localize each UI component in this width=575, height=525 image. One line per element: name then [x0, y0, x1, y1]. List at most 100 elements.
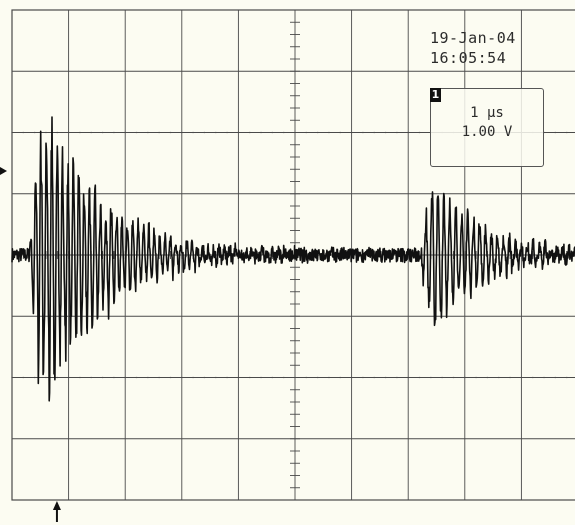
time-per-div-label: 1 µs	[470, 105, 504, 121]
grid-dot	[68, 131, 70, 134]
channel-readout-box: 1 1 µs 1.00 V	[430, 88, 544, 167]
grid-dot	[418, 131, 421, 134]
grid-dot	[169, 376, 172, 379]
grid-dot	[226, 376, 228, 379]
grid-dot	[362, 131, 364, 134]
grid-dot	[339, 131, 341, 134]
waveform-trace-group	[11, 116, 575, 402]
grid-dot	[418, 376, 421, 379]
grid-dot	[101, 376, 104, 379]
grid-dot	[215, 131, 217, 134]
grid-dot	[45, 131, 47, 134]
grid-dot	[203, 376, 206, 379]
channel-badge: 1	[430, 88, 441, 102]
grid-dot	[554, 131, 556, 134]
grid-dot	[441, 376, 443, 379]
grid-dot	[430, 376, 432, 379]
grid-dot	[305, 376, 307, 379]
grid-dot	[79, 131, 81, 134]
grid-dot	[283, 131, 285, 134]
grid-dot	[452, 376, 455, 379]
grid-dot	[135, 131, 138, 134]
grid-dot	[68, 376, 70, 379]
grid-dot	[260, 131, 262, 134]
grid-dot	[384, 131, 387, 134]
grid-dot	[158, 131, 160, 134]
grid-dot	[192, 376, 194, 379]
grid-dot	[124, 376, 126, 379]
grid-dot	[249, 376, 251, 379]
grid-dot	[101, 131, 104, 134]
ground-level-arrow-icon	[0, 167, 7, 175]
grid-dot	[509, 376, 511, 379]
grid-dot	[317, 376, 319, 379]
grid-dot	[22, 376, 24, 379]
grid-dot	[181, 131, 183, 134]
grid-dot	[384, 376, 387, 379]
grid-dot	[543, 376, 545, 379]
grid-dot	[79, 376, 81, 379]
volts-per-div-label: 1.00 V	[461, 124, 513, 140]
grid-dot	[396, 131, 398, 134]
grid-dot	[11, 376, 13, 379]
grid-dot	[498, 376, 500, 379]
trigger-position-arrow-icon	[52, 501, 61, 510]
grid-dot	[34, 131, 36, 134]
grid-dot	[90, 376, 92, 379]
grid-dot	[34, 376, 36, 379]
grid-dot	[249, 131, 251, 134]
markers-group	[0, 167, 61, 522]
grid-dot	[305, 131, 307, 134]
grid-dot	[283, 376, 285, 379]
grid-dot	[192, 131, 194, 134]
grid-dot	[520, 376, 522, 379]
grid-dot	[464, 376, 466, 379]
grid-dot	[566, 131, 568, 134]
grid-dot	[543, 131, 545, 134]
grid-dot	[147, 131, 149, 134]
grid-dot	[56, 376, 58, 379]
grid-dot	[351, 131, 353, 134]
grid-dot	[351, 376, 353, 379]
grid-dot	[554, 376, 556, 379]
grid-dot	[271, 131, 273, 134]
grid-dot	[407, 376, 409, 379]
date-label: 19-Jan-04	[430, 29, 516, 47]
grid-dot	[362, 376, 364, 379]
grid-dot	[328, 376, 330, 379]
grid-dot	[475, 376, 477, 379]
grid-dot	[226, 131, 228, 134]
grid-dot	[486, 376, 489, 379]
grid-dot	[215, 376, 217, 379]
grid-dot	[90, 131, 92, 134]
grid-dot	[113, 376, 115, 379]
grid-dot	[124, 131, 126, 134]
grid-dot	[113, 131, 115, 134]
grid-dot	[147, 376, 149, 379]
grid-dot	[339, 376, 341, 379]
grid-dot	[317, 131, 319, 134]
grid-dot	[237, 131, 239, 134]
grid-dot	[158, 376, 160, 379]
waveform-trace	[11, 116, 575, 402]
grid-dot	[135, 376, 138, 379]
grid-dot	[566, 376, 568, 379]
grid-dot	[45, 376, 47, 379]
grid-dot	[169, 131, 172, 134]
grid-dot	[407, 131, 409, 134]
grid-dot	[11, 131, 13, 134]
grid-dot	[56, 131, 58, 134]
grid-dot	[260, 376, 262, 379]
grid-dot	[373, 376, 375, 379]
grid-dot	[373, 131, 375, 134]
grid-dot	[22, 131, 24, 134]
grid-dot	[532, 376, 534, 379]
time-label: 16:05:54	[430, 49, 507, 67]
grid-dot	[203, 131, 206, 134]
grid-dot	[237, 376, 239, 379]
grid-dot	[181, 376, 183, 379]
grid-dot	[328, 131, 330, 134]
grid-dot	[396, 376, 398, 379]
